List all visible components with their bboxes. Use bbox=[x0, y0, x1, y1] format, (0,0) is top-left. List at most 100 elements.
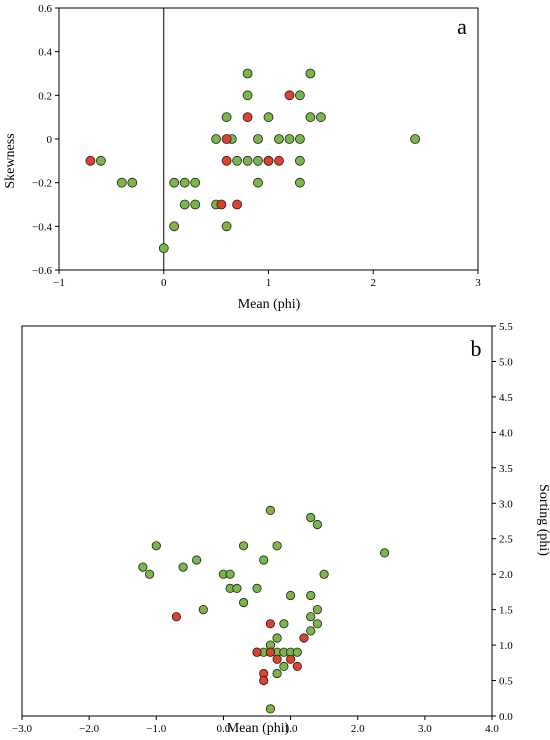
green-data-point bbox=[239, 597, 249, 608]
panel-b-points bbox=[138, 505, 390, 714]
y-tick-label: 0.0 bbox=[499, 711, 513, 723]
green-data-point bbox=[242, 68, 253, 79]
x-tick-label: 4.0 bbox=[485, 723, 499, 735]
x-tick-label: −1 bbox=[53, 277, 65, 289]
red-data-point bbox=[292, 661, 302, 672]
panel-b-y-axis-title: Sorting (phi) bbox=[536, 484, 550, 556]
green-data-point bbox=[253, 177, 263, 188]
red-data-point bbox=[265, 647, 275, 657]
green-data-point bbox=[158, 243, 169, 254]
x-tick-label: 2 bbox=[371, 277, 377, 289]
panel-a-tick-labels: −1 0 1 2 3 −0.6 −0.4 −0.2 0 0.2 0.4 0.6 bbox=[32, 3, 481, 289]
y-tick-label: 2.5 bbox=[499, 534, 513, 546]
panel-b-tick-labels: −3.0 −2.0 −1.0 0.0 1.0 2.0 3.0 4.00.00.51.01.52… bbox=[12, 321, 513, 735]
x-tick-label: 3.0 bbox=[418, 723, 432, 735]
green-data-point bbox=[221, 221, 232, 232]
green-data-point bbox=[179, 177, 190, 188]
x-tick-label: 2.0 bbox=[351, 723, 365, 735]
y-tick-label: 0.6 bbox=[38, 3, 52, 15]
green-data-point bbox=[198, 604, 208, 615]
x-tick-label: 1 bbox=[266, 277, 272, 289]
y-tick-label: 4.5 bbox=[499, 392, 513, 404]
green-data-point bbox=[265, 704, 275, 714]
green-data-point bbox=[312, 604, 322, 615]
green-data-point bbox=[315, 112, 326, 123]
y-tick-label: 1.5 bbox=[499, 605, 513, 617]
green-data-point bbox=[253, 134, 263, 144]
green-data-point bbox=[178, 562, 188, 572]
green-data-point bbox=[294, 90, 305, 101]
red-data-point bbox=[284, 90, 295, 101]
green-data-point bbox=[169, 177, 180, 188]
y-tick-label: 3.0 bbox=[499, 498, 513, 510]
green-data-point bbox=[279, 619, 289, 629]
panel-a-y-axis-title: Skewness bbox=[3, 133, 18, 188]
y-tick-label: 4.0 bbox=[499, 427, 513, 439]
green-data-point bbox=[306, 590, 316, 601]
red-data-point bbox=[265, 619, 275, 629]
green-data-point bbox=[252, 583, 262, 594]
red-data-point bbox=[221, 155, 232, 166]
panel-b-frame bbox=[21, 325, 493, 717]
green-data-point bbox=[319, 569, 329, 579]
green-data-point bbox=[312, 619, 322, 629]
green-data-point bbox=[225, 569, 235, 579]
green-data-point bbox=[285, 590, 296, 601]
green-data-point bbox=[242, 155, 253, 166]
red-data-point bbox=[85, 155, 96, 166]
y-tick-label: 5.5 bbox=[499, 321, 513, 333]
green-data-point bbox=[192, 555, 202, 565]
red-data-point bbox=[232, 199, 243, 210]
green-data-point bbox=[312, 519, 322, 530]
green-data-point bbox=[274, 134, 284, 144]
red-data-point bbox=[259, 675, 269, 686]
green-data-point bbox=[306, 612, 316, 622]
x-tick-label: 0 bbox=[161, 277, 167, 289]
y-tick-label: −0.4 bbox=[32, 221, 52, 233]
x-tick-label: −3.0 bbox=[12, 723, 32, 735]
green-data-point bbox=[410, 134, 421, 144]
green-data-point bbox=[138, 562, 148, 572]
y-tick-label: 3.5 bbox=[499, 463, 513, 475]
green-data-point bbox=[272, 668, 282, 679]
y-tick-label: 0.5 bbox=[499, 676, 513, 688]
red-data-point bbox=[171, 612, 181, 622]
green-data-point bbox=[263, 112, 274, 123]
panel-b-x-axis-title: Mean (phi) bbox=[227, 721, 290, 736]
y-tick-label: −0.2 bbox=[32, 178, 52, 190]
red-data-point bbox=[274, 155, 284, 166]
green-data-point bbox=[272, 541, 282, 551]
green-data-point bbox=[116, 177, 127, 188]
red-data-point bbox=[221, 134, 232, 144]
panel-a-x-axis-title: Mean (phi) bbox=[238, 297, 301, 312]
panel-a-label: a bbox=[457, 14, 467, 39]
green-data-point bbox=[190, 199, 201, 210]
y-tick-label: 2.0 bbox=[499, 569, 513, 581]
green-data-point bbox=[265, 505, 275, 515]
green-data-point bbox=[379, 548, 390, 558]
green-data-point bbox=[259, 555, 269, 565]
green-data-point bbox=[211, 134, 222, 144]
green-data-point bbox=[253, 155, 263, 166]
green-data-point bbox=[151, 541, 161, 551]
green-data-point bbox=[239, 541, 249, 551]
red-data-point bbox=[299, 633, 309, 643]
red-data-point bbox=[272, 654, 282, 664]
green-data-point bbox=[145, 569, 155, 579]
y-tick-label: 0.2 bbox=[38, 90, 52, 102]
green-data-point bbox=[306, 626, 316, 636]
green-data-point bbox=[279, 661, 289, 672]
y-tick-label: 0.4 bbox=[38, 47, 52, 59]
y-tick-label: −0.6 bbox=[32, 265, 52, 277]
green-data-point bbox=[305, 68, 316, 79]
green-data-point bbox=[292, 647, 302, 657]
x-tick-label: 0.0 bbox=[217, 723, 231, 735]
x-tick-label: 3 bbox=[475, 277, 481, 289]
green-data-point bbox=[232, 155, 243, 166]
panel-a-points bbox=[85, 68, 421, 254]
green-data-point bbox=[294, 177, 305, 188]
green-data-point bbox=[190, 177, 201, 188]
x-tick-label: −1.0 bbox=[146, 723, 166, 735]
panel-b-label: b bbox=[471, 336, 482, 361]
